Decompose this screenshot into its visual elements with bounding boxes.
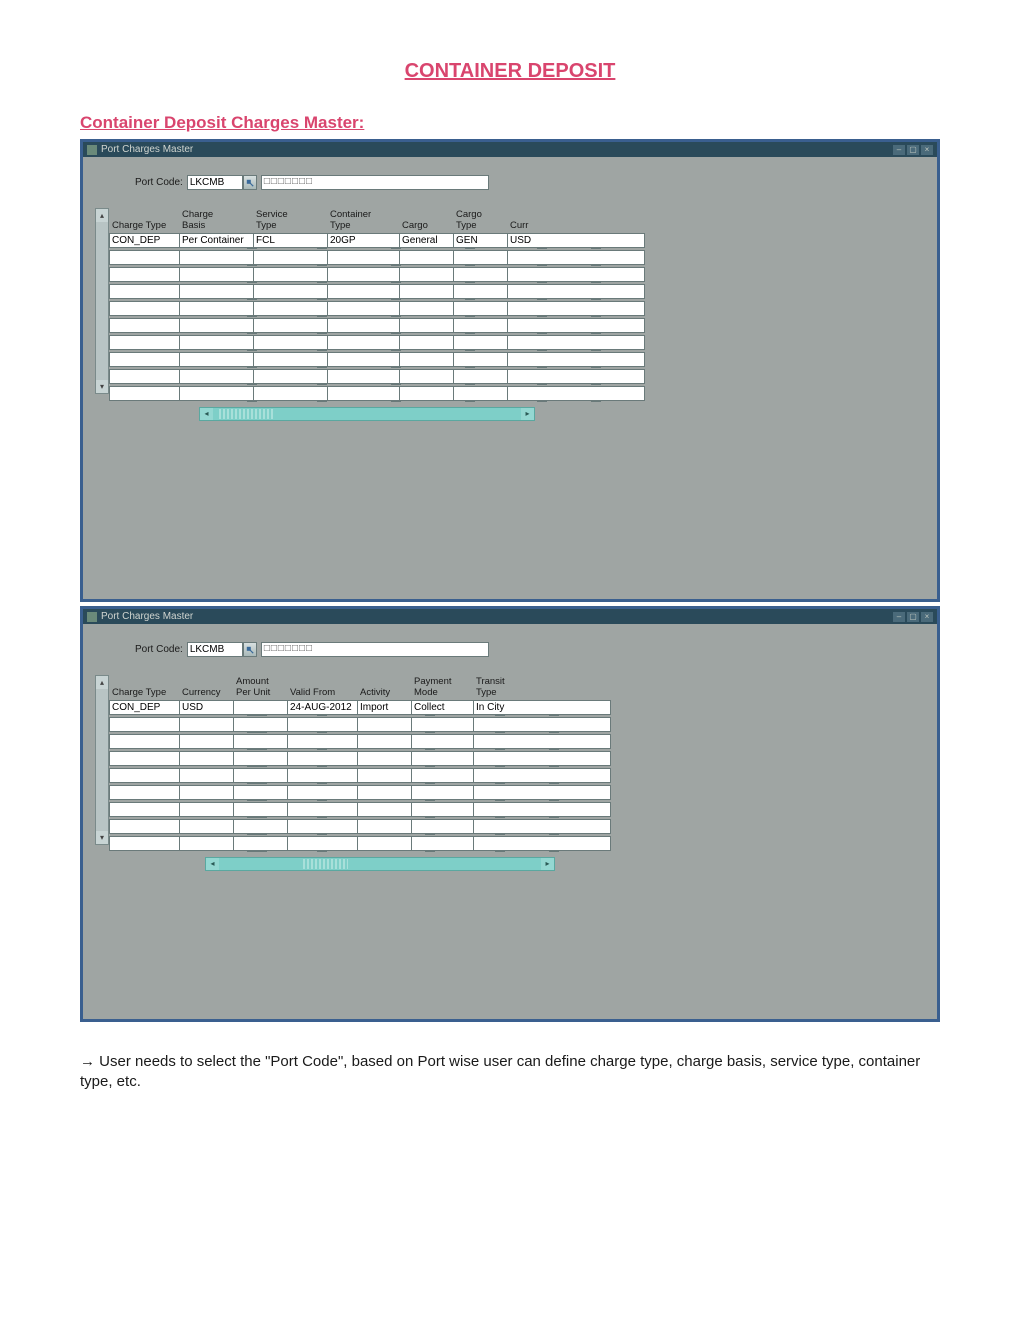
scroll-down-icon[interactable]: ▾: [96, 831, 108, 844]
column-header: AmountPer Unit: [233, 675, 287, 700]
grid-cell-input[interactable]: [507, 386, 645, 401]
port-code-input[interactable]: [187, 175, 243, 190]
maximize-button[interactable]: ▢: [907, 145, 919, 155]
column-header: Activity: [357, 675, 411, 700]
table-row: [109, 318, 535, 335]
scroll-left-icon[interactable]: ◂: [206, 858, 219, 870]
table-row: [109, 369, 535, 386]
scroll-left-icon[interactable]: ◂: [200, 408, 213, 420]
port-description: □□□□□□□: [261, 642, 489, 657]
window-title: Port Charges Master: [101, 611, 193, 622]
table-row: [109, 267, 535, 284]
window-controls: – ▢ ×: [893, 145, 933, 155]
window-controls: – ▢ ×: [893, 612, 933, 622]
close-button[interactable]: ×: [921, 145, 933, 155]
app-icon: [87, 612, 97, 622]
grid-cell-input[interactable]: [473, 836, 611, 851]
table-row: [109, 250, 535, 267]
table-row: [109, 352, 535, 369]
column-header: Valid From: [287, 675, 357, 700]
grid-cell-input[interactable]: [507, 284, 645, 299]
scroll-right-icon[interactable]: ▸: [521, 408, 534, 420]
column-header: Cargo: [399, 208, 453, 233]
minimize-button[interactable]: –: [893, 612, 905, 622]
minimize-button[interactable]: –: [893, 145, 905, 155]
grid-cell-input[interactable]: [473, 768, 611, 783]
scroll-up-icon[interactable]: ▴: [96, 209, 108, 222]
grid-cell-input[interactable]: [473, 700, 611, 715]
titlebar: Port Charges Master – ▢ ×: [83, 142, 937, 157]
table-row: [109, 386, 535, 403]
port-code-lov-button[interactable]: [243, 642, 257, 657]
grid1-vscroll[interactable]: ▴ ▾: [95, 208, 109, 394]
column-header: ContainerType: [327, 208, 399, 233]
scroll-thumb[interactable]: [219, 409, 274, 419]
column-header: Charge Type: [109, 208, 179, 233]
table-row: [109, 785, 529, 802]
table-row: [109, 819, 529, 836]
port-code-label: Port Code:: [135, 177, 183, 188]
column-header: ChargeBasis: [179, 208, 253, 233]
grid2-hscroll[interactable]: ◂▸: [205, 857, 555, 871]
maximize-button[interactable]: ▢: [907, 612, 919, 622]
scroll-right-icon[interactable]: ▸: [541, 858, 554, 870]
grid-cell-input[interactable]: [473, 751, 611, 766]
grid-cell-input[interactable]: [473, 802, 611, 817]
grid-cell-input[interactable]: [473, 734, 611, 749]
grid-cell-input[interactable]: [507, 352, 645, 367]
table-row: [109, 751, 529, 768]
grid2: Charge TypeCurrencyAmountPer UnitValid F…: [109, 675, 529, 853]
doc-title: CONTAINER DEPOSIT: [80, 60, 940, 83]
table-row: [109, 768, 529, 785]
grid-cell-input[interactable]: [473, 785, 611, 800]
column-header: Transit Type: [473, 675, 529, 700]
column-header: Currency: [179, 675, 233, 700]
grid1: Charge TypeChargeBasisServiceTypeContain…: [109, 208, 535, 403]
grid-cell-input[interactable]: [507, 335, 645, 350]
port-description: □□□□□□□: [261, 175, 489, 190]
table-row: [109, 734, 529, 751]
window-port-charges-2: Port Charges Master – ▢ × Port Code: □□□…: [80, 606, 940, 1022]
window-port-charges-1: Port Charges Master – ▢ × Port Code: □□□…: [80, 139, 940, 602]
column-header: Curr: [507, 208, 535, 233]
column-header: ServiceType: [253, 208, 327, 233]
titlebar: Port Charges Master – ▢ ×: [83, 609, 937, 624]
grid-cell-input[interactable]: [507, 369, 645, 384]
scroll-up-icon[interactable]: ▴: [96, 676, 108, 689]
column-header: Payment Mode: [411, 675, 473, 700]
table-row: [109, 284, 535, 301]
table-row: [109, 301, 535, 318]
column-header: CargoType: [453, 208, 507, 233]
port-code-input[interactable]: [187, 642, 243, 657]
grid-cell-input[interactable]: [507, 267, 645, 282]
instruction-text: → User needs to select the "Port Code", …: [80, 1052, 940, 1093]
grid-cell-input[interactable]: [507, 233, 645, 248]
port-code-lov-button[interactable]: [243, 175, 257, 190]
grid-cell-input[interactable]: [507, 301, 645, 316]
table-row: [109, 233, 535, 250]
grid2-vscroll[interactable]: ▴ ▾: [95, 675, 109, 845]
table-row: [109, 700, 529, 717]
grid-cell-input[interactable]: [507, 250, 645, 265]
window-title: Port Charges Master: [101, 144, 193, 155]
grid-cell-input[interactable]: [473, 819, 611, 834]
app-icon: [87, 145, 97, 155]
section-title: Container Deposit Charges Master:: [80, 113, 940, 133]
port-code-row: Port Code: □□□□□□□: [135, 175, 925, 190]
grid1-hscroll[interactable]: ◂▸: [199, 407, 535, 421]
table-row: [109, 802, 529, 819]
grid-cell-input[interactable]: [473, 717, 611, 732]
scroll-thumb[interactable]: [303, 859, 348, 869]
column-header: Charge Type: [109, 675, 179, 700]
table-row: [109, 335, 535, 352]
port-code-row: Port Code: □□□□□□□: [135, 642, 925, 657]
scroll-down-icon[interactable]: ▾: [96, 380, 108, 393]
grid-cell-input[interactable]: [507, 318, 645, 333]
close-button[interactable]: ×: [921, 612, 933, 622]
table-row: [109, 836, 529, 853]
port-code-label: Port Code:: [135, 644, 183, 655]
table-row: [109, 717, 529, 734]
